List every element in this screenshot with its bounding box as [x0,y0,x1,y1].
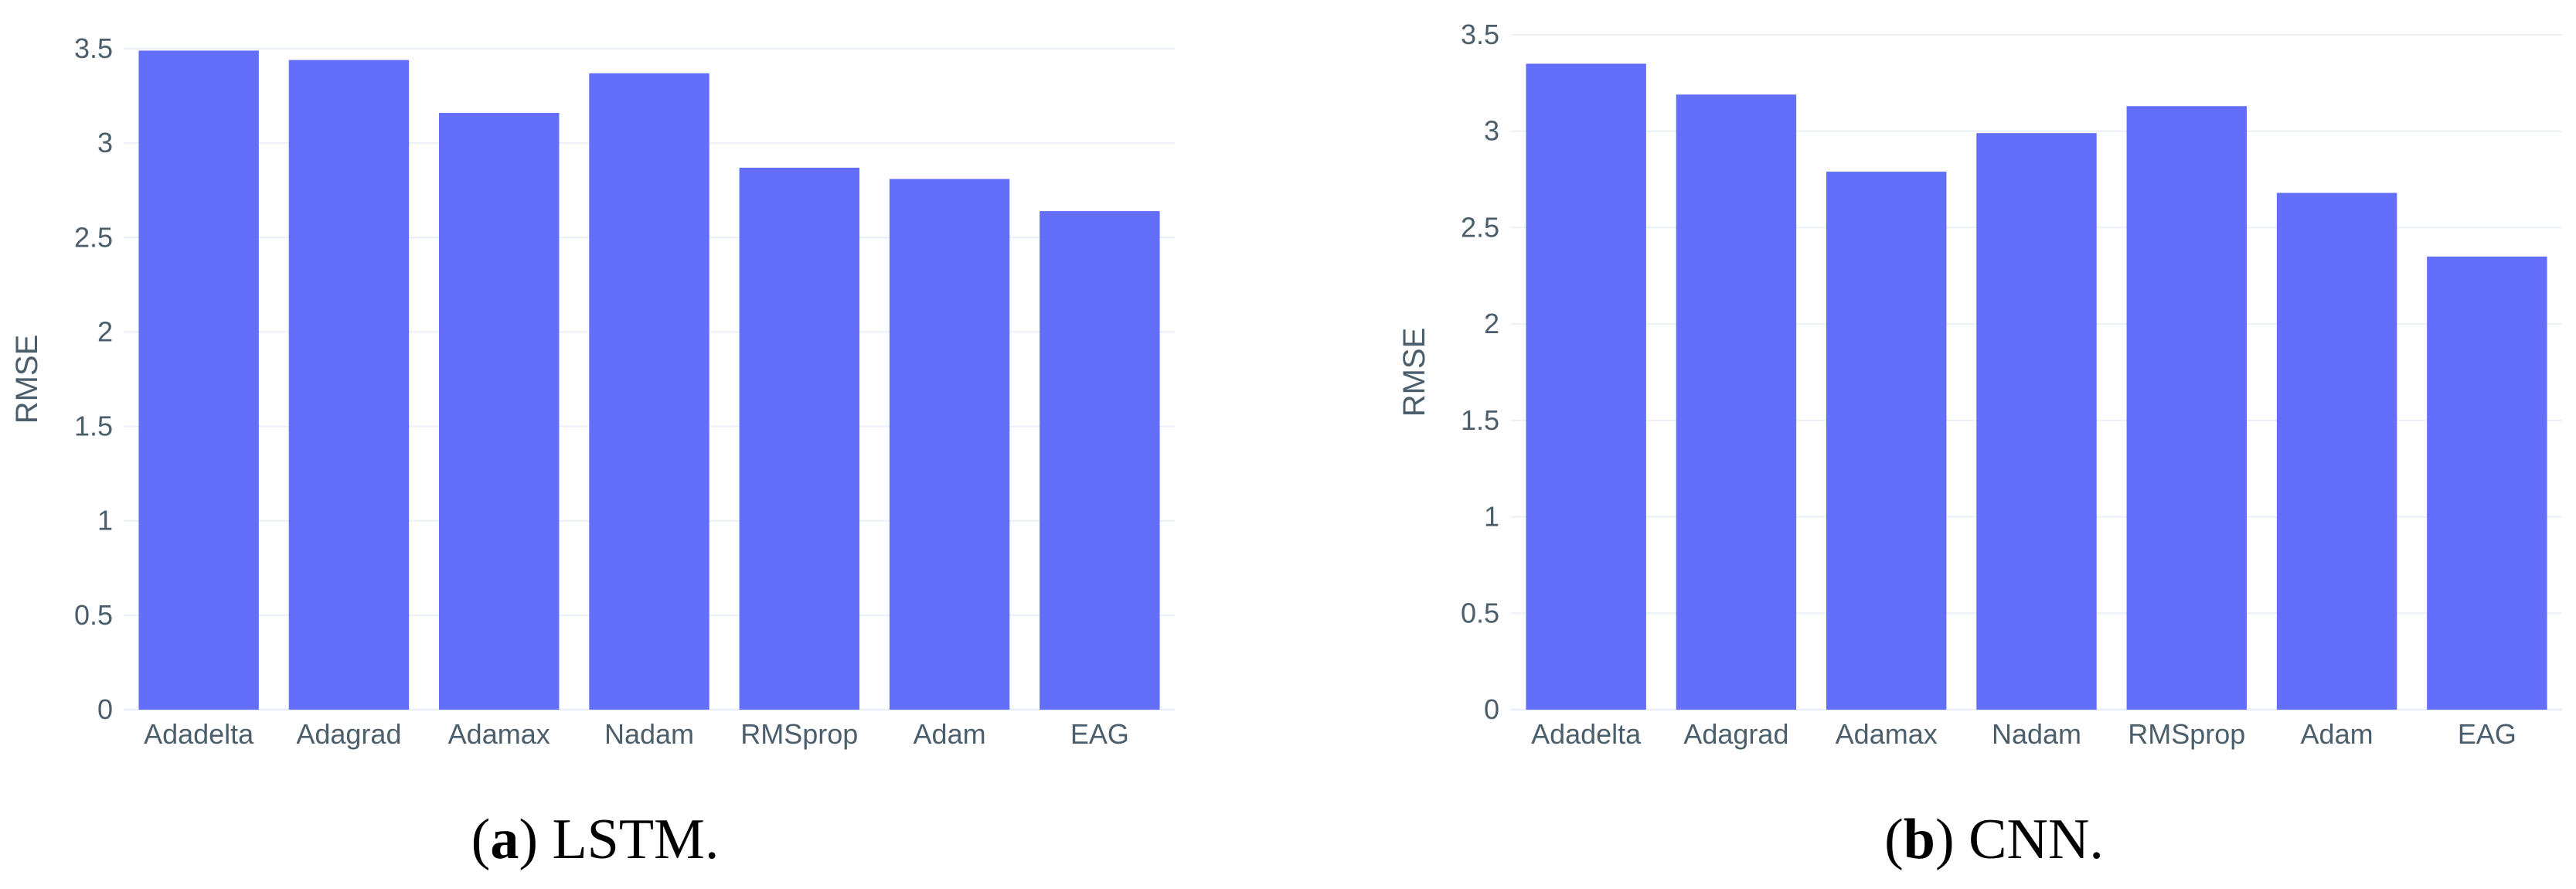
y-tick-label: 1 [1484,501,1499,533]
bar-rmsprop [2126,106,2247,710]
panel-letter: b [1904,808,1935,871]
bar-adagrad [1676,94,1797,710]
y-tick-label: 3.5 [74,32,113,64]
y-tick-label: 0.5 [74,599,113,631]
bar-adamax [1826,172,1947,710]
x-tick-label: Adamax [448,718,550,750]
y-tick-label: 3 [97,127,113,158]
x-tick-label: Adam [2301,718,2374,750]
y-tick-label: 2.5 [74,221,113,253]
bar-nadam [1976,133,2097,710]
x-tick-label: Adadelta [144,718,254,750]
y-axis-title: RMSE [10,335,44,424]
y-tick-label: 3 [1484,115,1499,147]
bar-adadelta [1526,63,1646,710]
bar-adagrad [288,60,410,710]
bar-adadelta [138,50,259,710]
chart-panel-a: 0 0.5 1 1.5 2 2.5 3 3.5 Adadelta Adagrad Adamax Nad… [10,32,1175,871]
panel-letter: a [490,808,519,871]
bar-nadam [589,73,710,710]
y-tick-label: 2 [1484,308,1499,339]
panel-caption: (a) LSTM. [471,808,720,871]
x-tick-label: RMSprop [740,718,858,750]
y-tick-label: 3.5 [1461,19,1499,50]
x-tick-label: Adam [914,718,986,750]
x-tick-label: Adadelta [1531,718,1642,750]
y-axis-title: RMSE [1397,328,1431,417]
panel-caption-text: CNN. [1969,808,2104,871]
y-tick-label: 2.5 [1461,211,1499,243]
bar-eag [1040,211,1160,710]
y-tick-label: 0 [97,693,113,725]
bar-adamax [439,113,560,710]
y-tick-label: 1.5 [1461,404,1499,436]
x-tick-label: EAG [2458,718,2516,750]
x-tick-label: Adagrad [1683,718,1788,750]
y-tick-label: 1.5 [74,410,113,442]
bar-adam [889,179,1010,710]
bar-eag [2427,256,2547,710]
x-tick-label: Adagrad [296,718,401,750]
x-tick-label: Nadam [604,718,694,750]
y-tick-label: 1 [97,505,113,536]
x-tick-label: Nadam [1992,718,2081,750]
chart-panel-b: 0 0.5 1 1.5 2 2.5 3 3.5 Adadelta Adagrad Adamax Nad… [1397,19,2562,871]
panel-caption-text: LSTM. [552,808,719,871]
y-tick-label: 0 [1484,693,1499,725]
bar-rmsprop [739,167,859,710]
bar-adam [2276,192,2397,710]
x-tick-label: RMSprop [2128,718,2245,750]
y-tick-label: 2 [97,315,113,347]
x-tick-label: Adamax [1836,718,1938,750]
x-tick-label: EAG [1070,718,1129,750]
y-tick-label: 0.5 [1461,597,1499,628]
panel-caption: (b) CNN. [1884,808,2104,871]
